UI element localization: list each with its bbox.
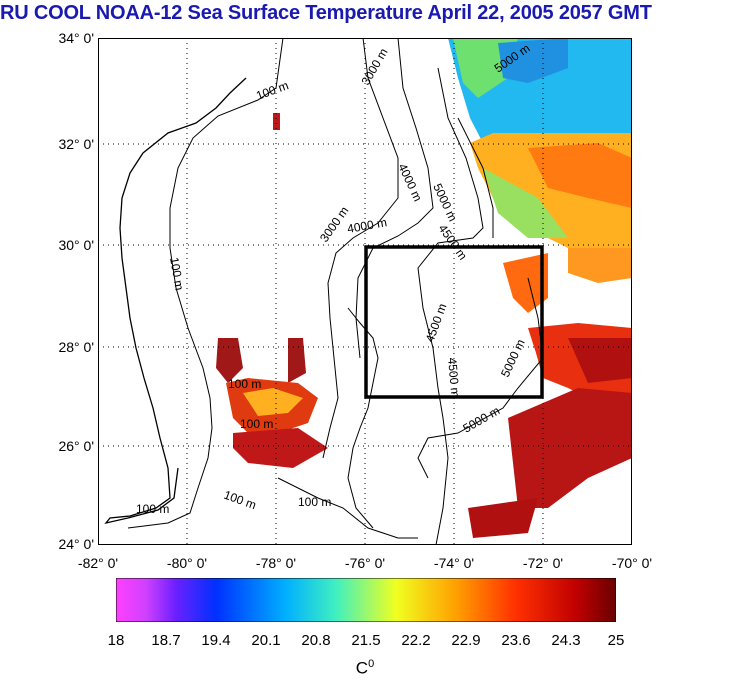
lon-tick-78: -78° 0' xyxy=(255,555,297,571)
colorbar-tick-label: 21.5 xyxy=(351,632,381,649)
sst-map-svg: 100 m 100 m 100 m 3000 m 3000 m 4000 m 4… xyxy=(98,38,632,545)
coastline xyxy=(104,77,247,525)
colorbar-tick-label: 22.2 xyxy=(401,632,431,649)
lat-tick-32: 32° 0' xyxy=(58,136,94,152)
contour-label: 4000 m xyxy=(346,215,388,236)
colorbar-tick-label: 20.1 xyxy=(251,632,281,649)
colorbar-tick-label: 25 xyxy=(607,632,625,649)
colorbar-unit: C0 xyxy=(340,658,390,679)
lat-tick-34: 34° 0' xyxy=(58,30,94,46)
isobath-100m xyxy=(127,38,284,529)
lon-tick-70: -70° 0' xyxy=(611,555,653,571)
contour-label: 4500 m xyxy=(445,357,462,398)
colorbar-tick-label: 18 xyxy=(107,632,125,649)
contour-label: 100 m xyxy=(136,502,169,516)
isobaths-deep xyxy=(277,38,544,545)
contour-label: 100 m xyxy=(167,256,187,291)
lon-tick-74: -74° 0' xyxy=(433,555,475,571)
colorbar-tick-label: 24.3 xyxy=(551,632,581,649)
contour-label: 100 m xyxy=(298,495,331,509)
map-title: RU COOL NOAA-12 Sea Surface Temperature … xyxy=(0,2,652,24)
colorbar-tick-label: 23.6 xyxy=(501,632,531,649)
contour-label: 100 m xyxy=(240,417,273,431)
sst-data-layer xyxy=(216,38,632,538)
map-frame xyxy=(98,38,632,545)
colorbar-tick-label: 22.9 xyxy=(451,632,481,649)
temperature-colorbar xyxy=(116,578,616,622)
lon-tick-72: -72° 0' xyxy=(522,555,564,571)
sst-map[interactable]: 100 m 100 m 100 m 3000 m 3000 m 4000 m 4… xyxy=(98,38,632,545)
lon-tick-82: -82° 0' xyxy=(77,555,119,571)
lat-tick-26: 26° 0' xyxy=(58,438,94,454)
colorbar-tick-label: 20.8 xyxy=(301,632,331,649)
lat-tick-28: 28° 0' xyxy=(58,339,94,355)
study-area-box[interactable] xyxy=(364,245,544,399)
colorbar-unit-sup: 0 xyxy=(368,658,375,670)
lat-tick-30: 30° 0' xyxy=(58,237,94,253)
lat-tick-24: 24° 0' xyxy=(58,536,94,552)
colorbar-unit-text: C xyxy=(355,658,369,678)
colorbar-tick-label: 18.7 xyxy=(151,632,181,649)
lon-tick-80: -80° 0' xyxy=(166,555,208,571)
contour-label: 100 m xyxy=(228,377,261,391)
lon-tick-76: -76° 0' xyxy=(344,555,386,571)
colorbar-tick-label: 19.4 xyxy=(201,632,231,649)
